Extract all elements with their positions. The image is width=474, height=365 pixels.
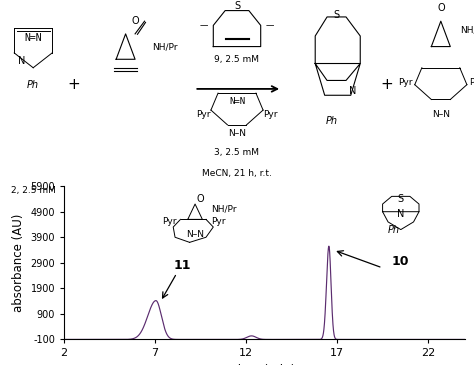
Text: N=N: N=N xyxy=(229,97,245,106)
Text: S: S xyxy=(334,10,339,20)
Text: Pyr: Pyr xyxy=(398,78,412,87)
Text: N–N: N–N xyxy=(228,129,246,138)
Text: 11: 11 xyxy=(173,259,191,272)
Text: N=N: N=N xyxy=(24,33,42,43)
Text: Pyr: Pyr xyxy=(263,110,277,119)
Text: MeCN, 21 h, r.t.: MeCN, 21 h, r.t. xyxy=(202,169,272,178)
Text: 2, 2.5 mM: 2, 2.5 mM xyxy=(11,186,55,195)
Text: 10: 10 xyxy=(334,185,348,196)
Y-axis label: absorbance (AU): absorbance (AU) xyxy=(12,214,25,312)
Text: —: — xyxy=(200,21,208,30)
Text: 5, 2.5 mM: 5, 2.5 mM xyxy=(103,186,148,195)
Text: O: O xyxy=(437,4,445,14)
Text: O: O xyxy=(131,16,139,26)
Text: N–N: N–N xyxy=(432,110,450,119)
Text: 11: 11 xyxy=(434,185,448,196)
Text: N–N: N–N xyxy=(186,230,204,239)
Text: Pyr: Pyr xyxy=(469,78,474,87)
Text: N: N xyxy=(18,57,25,66)
Text: Ph: Ph xyxy=(326,116,338,126)
Text: NH∕Pr: NH∕Pr xyxy=(152,42,177,51)
Text: Pyr: Pyr xyxy=(162,218,177,226)
Text: N: N xyxy=(349,86,357,96)
Text: Pyr: Pyr xyxy=(197,110,211,119)
Text: NH∕Pr: NH∕Pr xyxy=(460,25,474,34)
Text: Ph: Ph xyxy=(27,80,39,90)
Text: +: + xyxy=(67,77,80,92)
Text: —: — xyxy=(266,21,274,30)
Text: +: + xyxy=(380,77,392,92)
Text: 9, 2.5 mM: 9, 2.5 mM xyxy=(215,55,259,64)
Text: 3, 2.5 mM: 3, 2.5 mM xyxy=(215,148,259,157)
Text: S: S xyxy=(234,1,240,11)
Text: Ph: Ph xyxy=(388,224,400,235)
Text: 10: 10 xyxy=(392,255,410,268)
Text: N: N xyxy=(397,209,404,219)
Text: O: O xyxy=(197,194,204,204)
Text: Pyr: Pyr xyxy=(211,218,226,226)
X-axis label: time (min): time (min) xyxy=(233,364,295,365)
Text: NH∕Pr: NH∕Pr xyxy=(211,205,237,214)
Text: S: S xyxy=(398,194,404,204)
